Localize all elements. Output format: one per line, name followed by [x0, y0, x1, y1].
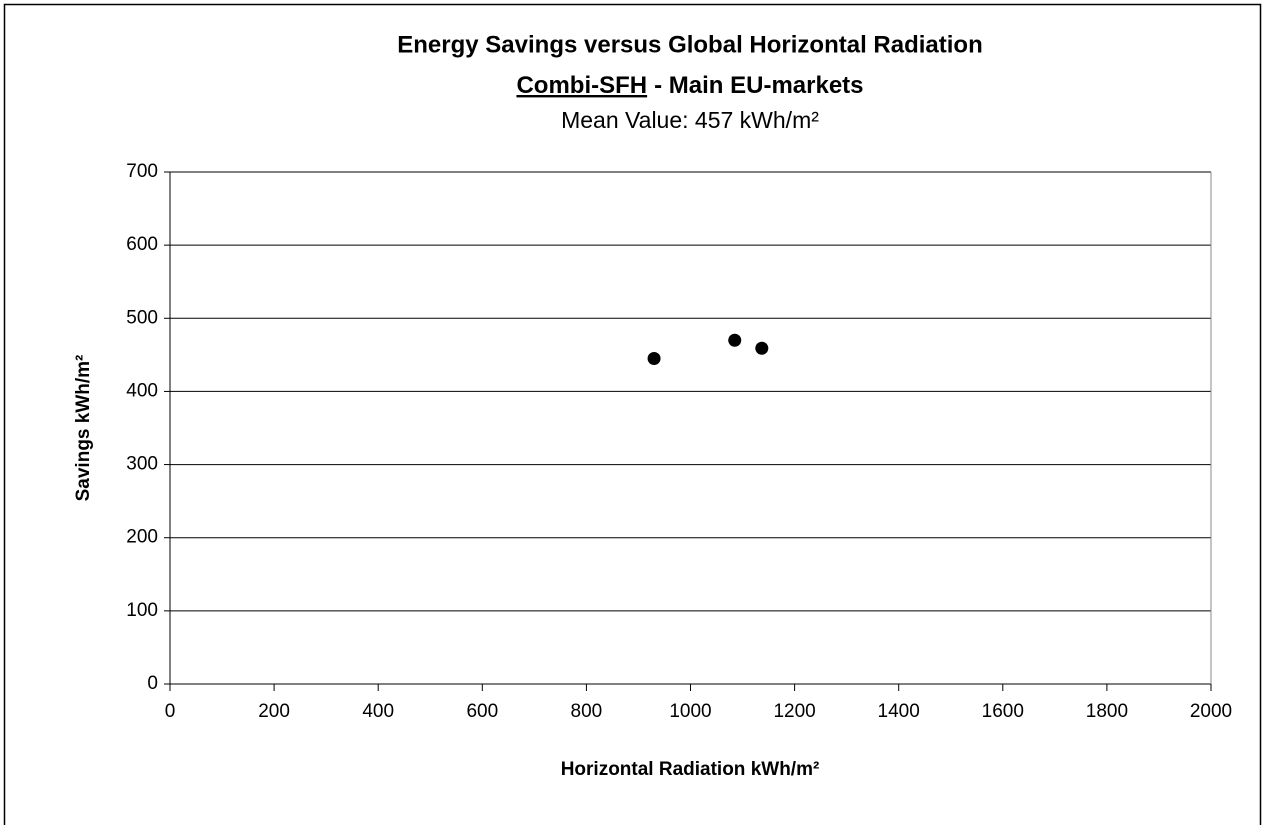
subtitle-rest: - Main EU-markets [654, 72, 863, 99]
x-tick-label: 2000 [1190, 701, 1232, 722]
chart-title: Energy Savings versus Global Horizontal … [397, 31, 982, 58]
x-tick-label: 1000 [669, 701, 711, 722]
chart-note: Mean Value: 457 kWh/m² [561, 107, 819, 133]
x-tick-label: 1800 [1086, 701, 1128, 722]
y-tick-label: 600 [126, 234, 158, 255]
x-tick-label: 1200 [773, 701, 815, 722]
x-tick-label: 0 [165, 701, 176, 722]
y-tick-label: 400 [126, 380, 158, 401]
subtitle-underlined: Combi-SFH [516, 72, 647, 99]
data-point [755, 341, 769, 355]
y-tick-label: 100 [126, 600, 158, 621]
y-tick-label: 200 [126, 527, 158, 548]
chart-subtitle: Combi-SFH - Main EU-markets [516, 72, 863, 99]
data-point [647, 352, 661, 366]
y-tick-label: 700 [126, 161, 158, 182]
y-tick-label: 300 [126, 454, 158, 475]
x-axis-title: Horizontal Radiation kWh/m² [561, 759, 820, 780]
x-tick-label: 400 [362, 701, 394, 722]
data-point [728, 333, 742, 347]
x-tick-label: 1400 [878, 701, 920, 722]
chart-frame [3, 3, 1262, 825]
y-tick-label: 0 [147, 673, 158, 694]
y-tick-label: 500 [126, 307, 158, 328]
x-tick-label: 200 [258, 701, 290, 722]
x-tick-label: 600 [466, 701, 498, 722]
x-tick-label: 1600 [982, 701, 1024, 722]
x-tick-label: 800 [571, 701, 603, 722]
y-axis-title: Savings kWh/m² [73, 355, 94, 502]
